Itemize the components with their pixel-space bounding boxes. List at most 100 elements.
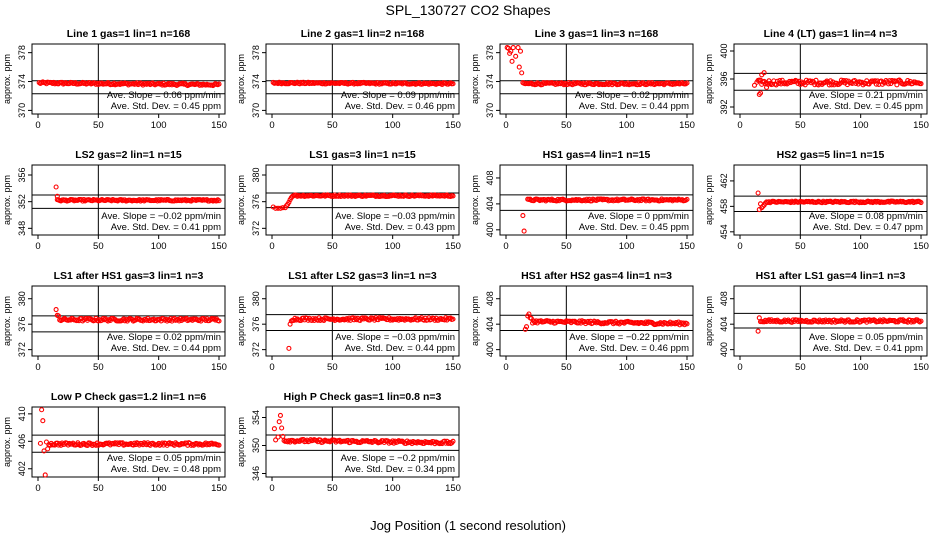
data-point — [276, 419, 282, 425]
data-point — [905, 78, 911, 84]
data-point — [918, 81, 924, 87]
data-point — [275, 205, 281, 211]
data-point — [684, 80, 690, 86]
subplot-2: Line 2 gas=1 lin=2 n=168 approx. ppm 370 37… — [236, 28, 461, 131]
y-tick-label: 376 — [251, 194, 261, 209]
data-point — [286, 199, 292, 205]
subplot-title: LS1 after HS1 gas=3 lin=1 n=3 — [54, 270, 204, 282]
y-axis-label: approx. ppm — [236, 417, 246, 467]
data-point — [823, 79, 829, 85]
std-dev-annotation: Ave. Std. Dev. = 0.47 ppm — [813, 222, 923, 233]
x-tick-label: 50 — [795, 362, 806, 373]
data-point — [516, 64, 522, 70]
subplot-1: Line 1 gas=1 lin=1 n=168 approx. ppm 370 37… — [2, 28, 227, 131]
x-tick-label: 150 — [679, 241, 695, 252]
plot-frame — [733, 164, 928, 236]
data-point — [755, 190, 761, 196]
plot-frame — [733, 285, 928, 357]
x-tick-label: 150 — [913, 241, 929, 252]
y-tick-label: 356 — [17, 167, 27, 182]
data-point — [918, 318, 924, 324]
subplot-title: High P Check gas=1 lin=0.8 n=3 — [284, 391, 442, 403]
plot-frame — [499, 43, 694, 115]
subplot-title: LS2 gas=2 lin=1 n=15 — [75, 149, 182, 161]
slope-annotation: Ave. Slope = −0.02 ppm/min — [101, 211, 221, 222]
x-tick-label: 150 — [445, 120, 461, 131]
x-tick-label: 50 — [795, 241, 806, 252]
std-dev-annotation: Ave. Std. Dev. = 0.45 ppm — [579, 222, 689, 233]
y-tick-label: 352 — [17, 194, 27, 209]
std-dev-annotation: Ave. Std. Dev. = 0.43 ppm — [345, 222, 455, 233]
plot-frame — [31, 285, 226, 357]
y-tick-label: 380 — [251, 167, 261, 182]
subplot-title: HS2 gas=5 lin=1 n=15 — [777, 149, 885, 161]
std-dev-annotation: Ave. Std. Dev. = 0.44 ppm — [579, 101, 689, 112]
y-tick-label: 402 — [17, 461, 27, 476]
y-tick-label: 380 — [251, 291, 261, 306]
y-axis-label: approx. ppm — [236, 175, 246, 225]
subplot-9: LS1 after HS1 gas=3 lin=1 n=3 approx. ppm… — [2, 270, 227, 373]
data-point — [515, 45, 521, 51]
x-tick-label: 100 — [619, 362, 635, 373]
y-tick-label: 376 — [251, 317, 261, 332]
plot-frame — [499, 164, 694, 236]
x-tick-label: 150 — [679, 120, 695, 131]
x-tick-label: 100 — [619, 120, 635, 131]
std-dev-annotation: Ave. Std. Dev. = 0.41 ppm — [111, 222, 221, 233]
slope-annotation: Ave. Slope = 0.02 ppm/min — [107, 332, 221, 343]
y-axis-label: approx. ppm — [2, 175, 12, 225]
x-tick-label: 100 — [385, 483, 401, 494]
y-tick-label: 462 — [719, 173, 729, 188]
y-tick-label: 378 — [17, 45, 27, 60]
y-tick-label: 370 — [485, 103, 495, 118]
data-point — [216, 198, 222, 204]
std-dev-annotation: Ave. Std. Dev. = 0.45 ppm — [111, 101, 221, 112]
data-point — [42, 472, 48, 478]
x-tick-label: 50 — [561, 120, 572, 131]
x-tick-label: 150 — [211, 120, 227, 131]
y-axis-label: approx. ppm — [704, 54, 714, 104]
y-tick-label: 372 — [251, 221, 261, 236]
y-tick-label: 350 — [251, 438, 261, 453]
y-tick-label: 400 — [485, 342, 495, 357]
subplot-8: HS2 gas=5 lin=1 n=15 approx. ppm 454 458 462… — [704, 149, 929, 252]
y-tick-label: 374 — [17, 74, 27, 89]
data-point — [757, 90, 764, 96]
plot-frame — [31, 43, 226, 115]
x-axis-title: Jog Position (1 second resolution) — [370, 518, 566, 533]
x-tick-label: 0 — [269, 120, 274, 131]
x-tick-label: 150 — [913, 120, 929, 131]
x-tick-label: 50 — [93, 483, 104, 494]
x-tick-label: 50 — [93, 362, 104, 373]
y-tick-label: 376 — [17, 317, 27, 332]
subplot-title: LS1 after LS2 gas=3 lin=1 n=3 — [288, 270, 437, 282]
y-tick-label: 458 — [719, 199, 729, 214]
subplot-14: High P Check gas=1 lin=0.8 n=3 approx. pp… — [236, 391, 461, 494]
plot-frame — [265, 43, 460, 115]
x-tick-label: 150 — [913, 362, 929, 373]
x-tick-label: 100 — [151, 362, 167, 373]
subplot-title: Line 2 gas=1 lin=2 n=168 — [301, 28, 425, 40]
data-point — [450, 81, 456, 87]
y-axis-label: approx. ppm — [704, 175, 714, 225]
x-tick-label: 150 — [679, 362, 695, 373]
subplot-3: Line 3 gas=1 lin=3 n=168 approx. ppm 370 37… — [470, 28, 695, 131]
y-tick-label: 392 — [719, 99, 729, 114]
data-point — [513, 53, 519, 59]
y-tick-label: 374 — [251, 74, 261, 89]
figure-title: SPL_130727 CO2 Shapes — [385, 2, 551, 18]
slope-annotation: Ave. Slope = 0.21 ppm/min — [809, 90, 923, 101]
x-tick-label: 100 — [619, 241, 635, 252]
x-tick-label: 0 — [269, 483, 274, 494]
x-tick-label: 0 — [35, 120, 40, 131]
slope-annotation: Ave. Slope = −0.03 ppm/min — [335, 211, 455, 222]
x-tick-label: 0 — [503, 241, 508, 252]
y-tick-label: 408 — [485, 291, 495, 306]
data-point — [896, 77, 902, 83]
y-tick-label: 378 — [485, 45, 495, 60]
x-tick-label: 50 — [561, 241, 572, 252]
y-tick-label: 396 — [719, 71, 729, 86]
x-tick-label: 50 — [327, 362, 338, 373]
std-dev-annotation: Ave. Std. Dev. = 0.48 ppm — [111, 464, 221, 475]
subplot-11: HS1 after HS2 gas=4 lin=1 n=3 approx. ppm… — [470, 270, 695, 373]
